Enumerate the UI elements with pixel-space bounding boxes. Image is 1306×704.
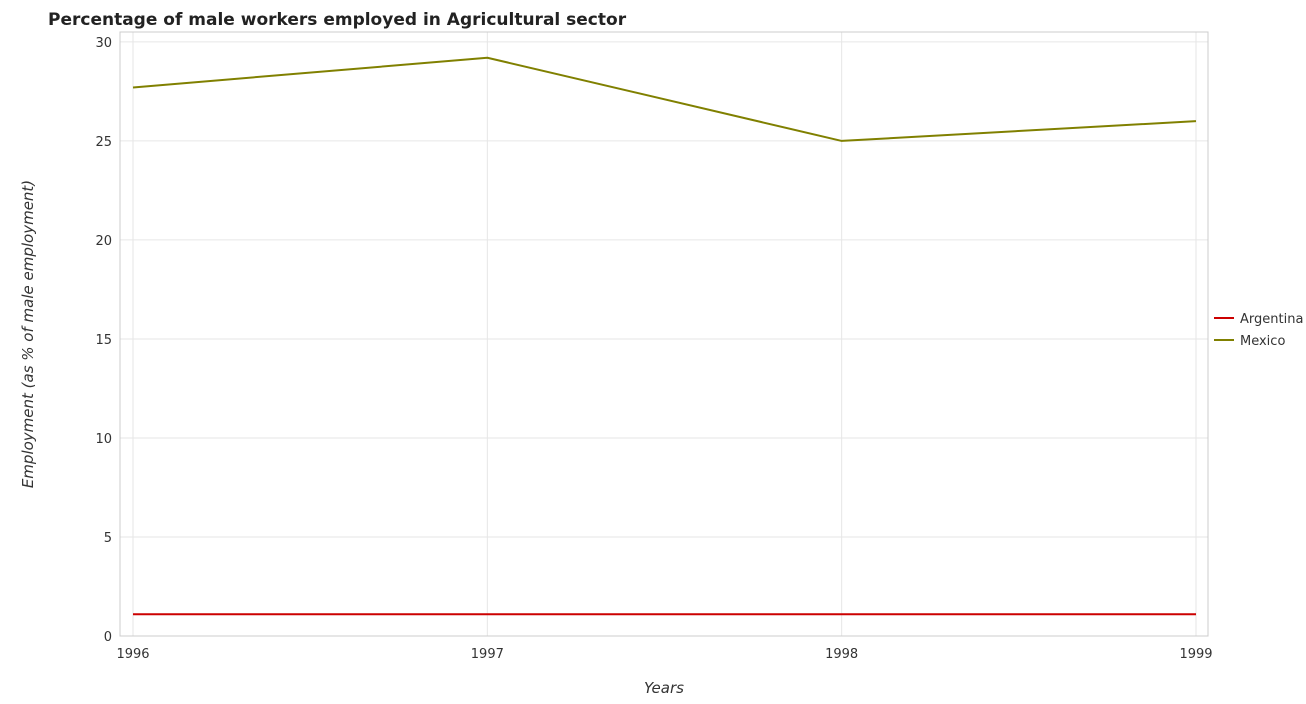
y-tick-label: 20	[95, 234, 112, 249]
x-axis-label: Years	[644, 679, 684, 697]
x-tick-label: 1997	[471, 647, 504, 662]
legend-label-mexico: Mexico	[1240, 334, 1285, 349]
series-lines	[132, 56, 1197, 616]
y-tick-label: 25	[95, 135, 112, 150]
y-tick-label: 10	[95, 432, 112, 447]
y-tick-label: 30	[95, 36, 112, 51]
y-axis-label: Employment (as % of male employment)	[19, 180, 37, 488]
plot-area-border	[119, 31, 1209, 637]
x-tick-label: 1996	[116, 647, 149, 662]
chart-title: Percentage of male workers employed in A…	[48, 10, 627, 30]
x-tick-label: 1999	[1179, 647, 1212, 662]
x-axis-ticks: 1996 1997 1998 1999	[116, 647, 1212, 662]
y-tick-label: 0	[104, 630, 112, 645]
series-line-mexico	[132, 56, 1197, 142]
x-tick-label: 1998	[825, 647, 858, 662]
y-tick-label: 15	[95, 333, 112, 348]
y-tick-label: 5	[104, 531, 112, 546]
y-axis-ticks: 0 5 10 15 20 25 30	[95, 36, 112, 645]
legend-label-argentina: Argentina	[1240, 312, 1303, 327]
legend: Argentina Mexico	[1214, 312, 1303, 349]
grid-lines	[120, 32, 1208, 637]
